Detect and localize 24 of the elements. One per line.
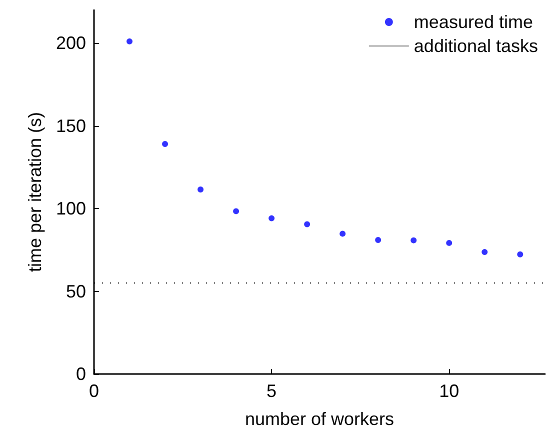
x-tick-label: 10: [439, 381, 460, 401]
point: [126, 38, 133, 44]
point: [446, 240, 452, 246]
point: [517, 251, 524, 258]
point: [375, 236, 382, 243]
point: [410, 237, 417, 244]
y-axis-title: time per iteration (s): [25, 112, 45, 272]
x-tick-label: 5: [266, 381, 277, 401]
point: [304, 221, 310, 228]
y-tick-label: 200: [56, 33, 86, 54]
point: [340, 230, 346, 237]
legend-label: measured time: [414, 12, 533, 32]
y-tick-label: 50: [66, 281, 86, 302]
point: [233, 208, 240, 214]
legend-label: additional tasks: [414, 36, 538, 56]
point: [268, 215, 275, 222]
point: [482, 249, 488, 256]
point: [162, 141, 168, 148]
y-tick-label: 0: [76, 364, 86, 384]
y-tick-label: 150: [56, 116, 86, 136]
y-tick-label: 100: [56, 198, 86, 219]
point: [198, 186, 204, 193]
x-axis-title: number of workers: [244, 409, 394, 429]
x-tick-label: 0: [88, 381, 100, 401]
